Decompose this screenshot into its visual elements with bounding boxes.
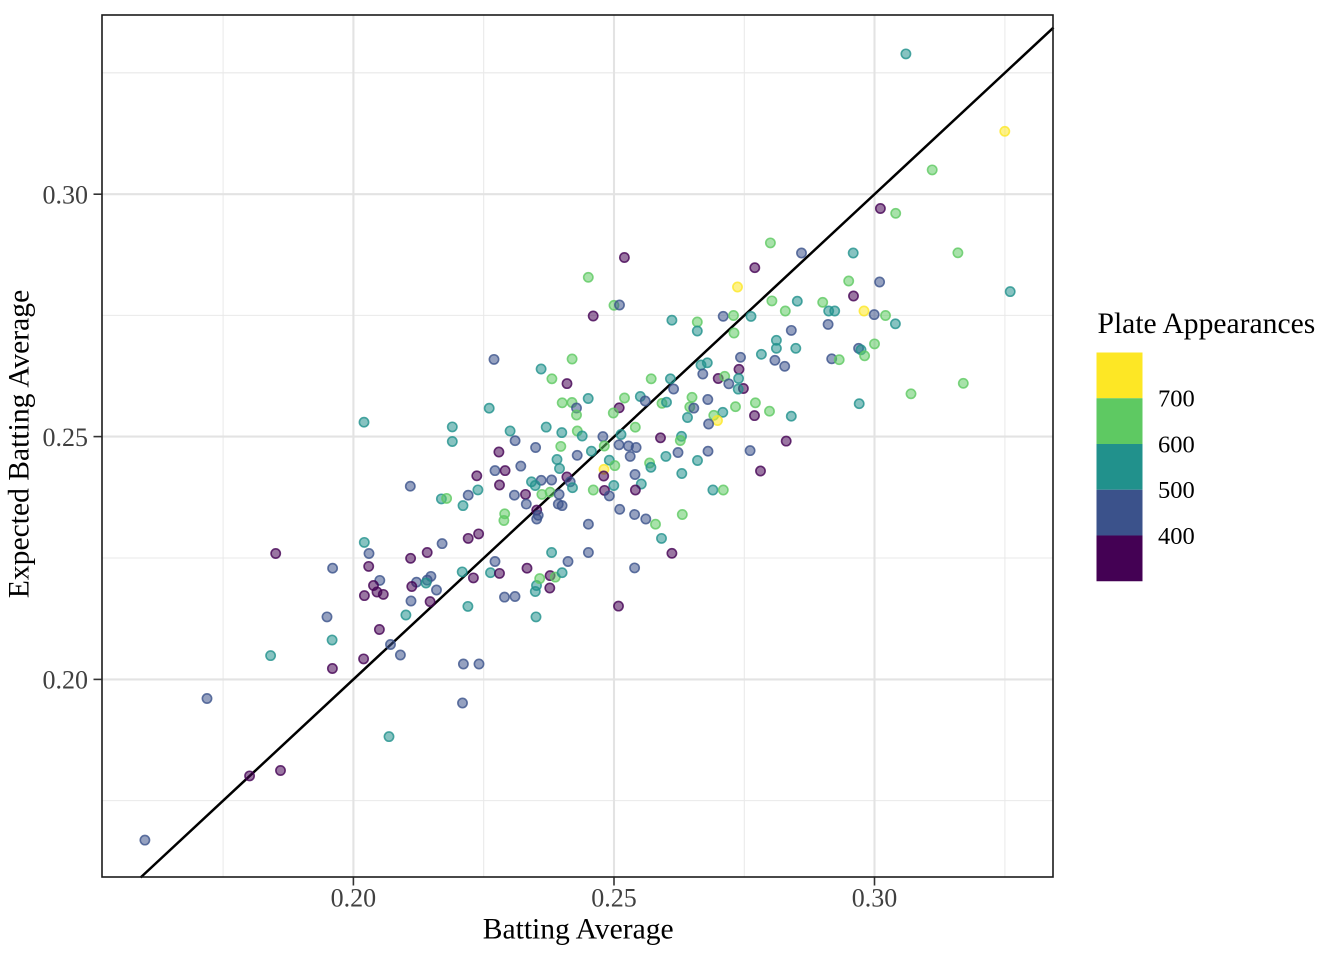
svg-text:0.30: 0.30 <box>852 884 898 913</box>
svg-text:0.25: 0.25 <box>591 884 637 913</box>
svg-text:0.20: 0.20 <box>43 666 89 695</box>
svg-text:Batting Average: Batting Average <box>483 914 674 946</box>
svg-text:600: 600 <box>1158 431 1195 458</box>
svg-text:400: 400 <box>1158 523 1195 550</box>
svg-text:0.20: 0.20 <box>331 884 377 913</box>
svg-text:700: 700 <box>1158 386 1195 413</box>
svg-text:0.25: 0.25 <box>43 423 89 452</box>
svg-text:Expected Batting Average: Expected Batting Average <box>4 290 36 598</box>
svg-text:0.30: 0.30 <box>43 181 89 210</box>
svg-text:500: 500 <box>1158 477 1195 504</box>
svg-text:Plate Appearances: Plate Appearances <box>1098 308 1316 340</box>
